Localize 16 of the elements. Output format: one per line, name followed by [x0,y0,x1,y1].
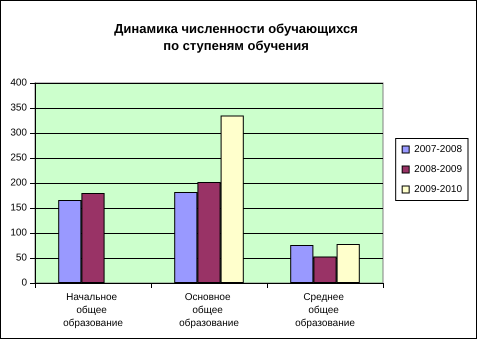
chart-title: Динамика численности обучающихся по ступеням обучения [114,21,358,53]
y-tick-label: 350 [10,102,28,114]
legend-label: 2008-2009 [414,164,462,175]
x-tick-label: Основное общее образование [179,292,240,329]
y-tick-label: 100 [10,228,28,238]
legend-label: 2009-2010 [414,184,462,195]
y-tick-label: 250 [10,152,28,164]
y-tick-label: 50 [16,252,28,264]
y-tick-label: 150 [10,202,28,214]
y-tick-label: 300 [10,128,28,138]
y-tick-label: 400 [10,78,28,88]
x-tick-label: Начальное общее образование [63,292,124,329]
y-tick-label: 0 [21,278,28,288]
legend-label: 2007-2008 [414,144,462,155]
x-tick-label: Среднее общее образование [295,292,356,329]
y-tick-label: 200 [10,178,28,188]
